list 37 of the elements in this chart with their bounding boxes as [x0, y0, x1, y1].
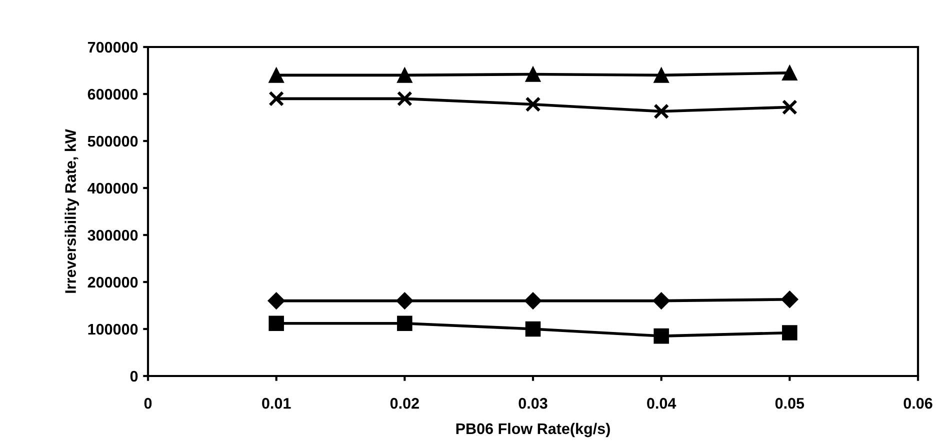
- x-tick-label: 0: [144, 398, 152, 409]
- x-tick-label: 0.02: [390, 398, 419, 409]
- y-tick-label: 700000: [88, 42, 138, 53]
- y-tick-label: 500000: [88, 136, 138, 147]
- point: [525, 66, 541, 82]
- x-tick-label: 0.01: [262, 398, 291, 409]
- point: [396, 292, 414, 310]
- y-tick-label: 400000: [88, 182, 138, 194]
- y-axis-title: Irreversibility Rate, kW: [64, 129, 79, 293]
- point: [268, 90, 284, 106]
- point: [524, 292, 542, 310]
- y-tick-label: 0: [130, 370, 138, 382]
- point: [268, 316, 284, 331]
- point: [268, 68, 284, 83]
- point: [781, 290, 798, 308]
- point: [654, 68, 669, 83]
- x-tick-label: 0.06: [904, 398, 932, 409]
- point: [654, 104, 670, 120]
- x-tick-label: 0.04: [647, 398, 676, 409]
- y-tick-label: 600000: [88, 88, 138, 100]
- point: [782, 99, 798, 115]
- point: [397, 68, 412, 83]
- x-tick-label: 0.05: [775, 398, 804, 409]
- y-tick-label: 300000: [88, 230, 138, 241]
- point: [268, 292, 285, 310]
- y-tick-label: 200000: [88, 276, 138, 288]
- point: [397, 316, 412, 331]
- x-tick-label: 0.03: [518, 398, 548, 409]
- point: [525, 96, 541, 112]
- point: [782, 65, 798, 80]
- y-tick-label: 100000: [88, 324, 138, 335]
- x-axis-title: PB06 Flow Rate(kg/s): [456, 422, 610, 438]
- point: [396, 90, 412, 106]
- point: [782, 325, 798, 340]
- point: [525, 321, 541, 337]
- point: [652, 292, 670, 310]
- point: [654, 328, 669, 344]
